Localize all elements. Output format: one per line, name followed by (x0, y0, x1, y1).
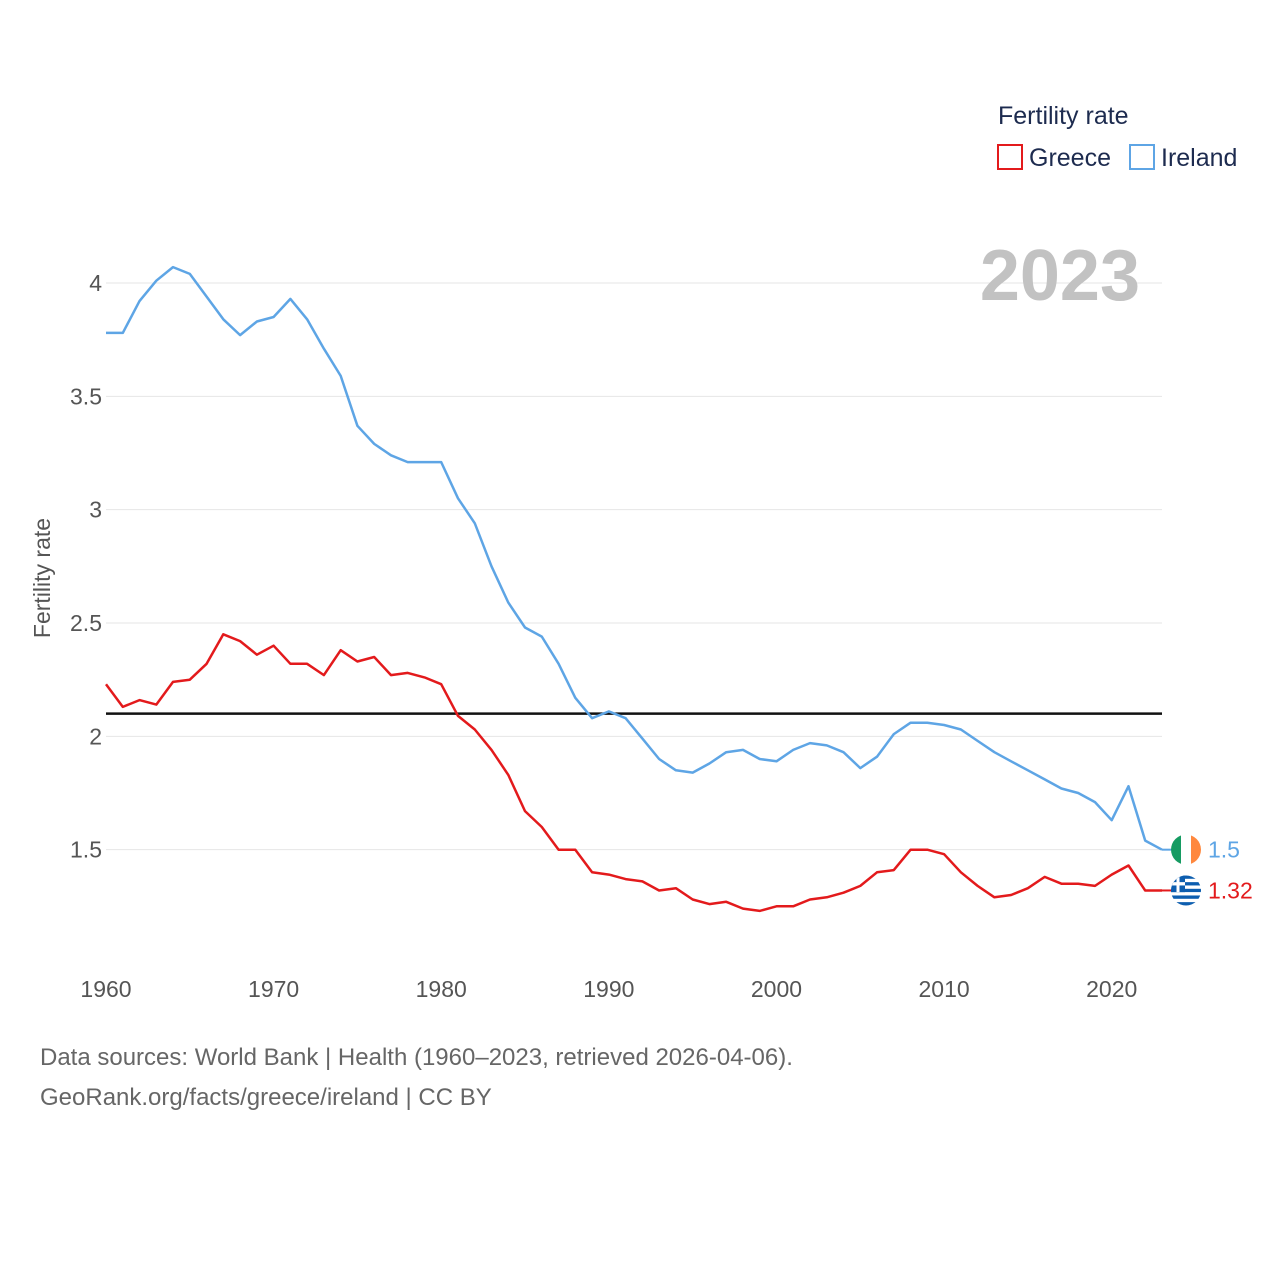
gridlines (106, 282, 1162, 851)
flag-stripe-5 (1171, 892, 1201, 896)
legend-item-ireland[interactable]: Ireland (1129, 144, 1237, 172)
flag-cross-v (1176, 875, 1180, 893)
flag-ireland-icon (1171, 834, 1201, 865)
legend-title: Fertility rate (998, 102, 1129, 130)
y-tick-label-2: 2 (89, 723, 102, 749)
flag-stripe-6 (1171, 895, 1201, 899)
y-axis-ticks: 1.5 2 2.5 3 3.5 4 (70, 270, 102, 863)
flag-stripe-4 (1171, 888, 1201, 893)
fertility-rate-chart: 1.5 2 2.5 3 3.5 4 1960 1970 1980 1990 2000 2010 202… (29, 102, 1253, 1002)
series-lines (104, 265, 1163, 913)
y-tick-label-1.5: 1.5 (70, 837, 102, 863)
flag-stripe-2 (1171, 882, 1201, 886)
y-tick-label-2.5: 2.5 (70, 610, 102, 636)
x-tick-label-2000: 2000 (751, 976, 802, 1002)
flag-stripe-0 (1171, 875, 1201, 879)
flag-greece-icon (1171, 875, 1201, 906)
flag-stripe-0 (1171, 834, 1181, 865)
current-year-label: 2023 (980, 236, 1140, 316)
flag-stripe-8 (1171, 902, 1201, 906)
flag-stripe-3 (1171, 885, 1201, 889)
series-line-ireland (106, 265, 1163, 851)
flag-stripe-1 (1171, 878, 1201, 883)
x-axis-ticks: 1960 1970 1980 1990 2000 2010 2020 (80, 976, 1137, 1002)
flag-stripe-1 (1181, 834, 1191, 865)
x-tick-label-1960: 1960 (80, 976, 131, 1002)
legend-label-ireland: Ireland (1161, 144, 1237, 172)
legend-item-greece[interactable]: Greece (997, 144, 1111, 172)
footer-attribution[interactable]: GeoRank.org/facts/greece/ireland | CC BY (40, 1084, 492, 1111)
legend-label-greece: Greece (1029, 144, 1111, 172)
x-tick-label-2020: 2020 (1086, 976, 1137, 1002)
y-tick-label-4: 4 (89, 270, 102, 296)
x-tick-label-1980: 1980 (416, 976, 467, 1002)
y-tick-label-3: 3 (89, 497, 102, 523)
footer-sources: Data sources: World Bank | Health (1960–… (40, 1044, 793, 1071)
end-value-label-ireland: 1.5 (1208, 837, 1240, 863)
x-tick-label-1970: 1970 (248, 976, 299, 1002)
legend-swatch-greece (997, 144, 1023, 170)
x-tick-label-1990: 1990 (583, 976, 634, 1002)
legend-swatch-ireland (1129, 144, 1155, 170)
y-axis-title: Fertility rate (29, 518, 55, 638)
series-line-greece (104, 633, 1162, 913)
end-markers: 1.32 1.5 (1162, 834, 1253, 906)
flag-stripe-2 (1191, 834, 1201, 865)
legend: Fertility rate Greece Ireland (997, 102, 1237, 172)
flag-stripe-7 (1171, 898, 1201, 903)
x-tick-label-2010: 2010 (919, 976, 970, 1002)
end-value-label-greece: 1.32 (1208, 877, 1253, 903)
y-tick-label-3.5: 3.5 (70, 383, 102, 409)
